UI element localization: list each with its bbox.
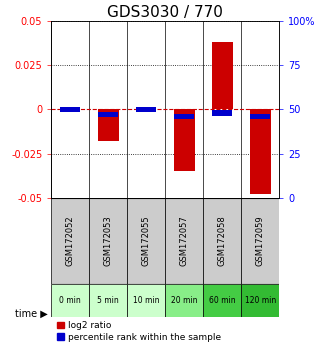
Text: GSM172058: GSM172058 xyxy=(218,215,227,266)
Bar xyxy=(51,284,89,317)
Bar xyxy=(89,284,127,317)
Bar xyxy=(98,109,119,141)
Bar xyxy=(127,284,165,317)
Bar xyxy=(127,198,165,284)
Bar xyxy=(241,284,279,317)
Bar xyxy=(99,112,118,118)
Text: 120 min: 120 min xyxy=(245,296,276,305)
Bar xyxy=(250,114,270,119)
Bar xyxy=(89,198,127,284)
Text: GSM172053: GSM172053 xyxy=(104,215,113,266)
Text: 10 min: 10 min xyxy=(133,296,160,305)
Bar xyxy=(174,109,195,171)
Text: GSM172057: GSM172057 xyxy=(180,215,189,266)
Bar xyxy=(51,198,89,284)
Bar xyxy=(165,284,203,317)
Legend: log2 ratio, percentile rank within the sample: log2 ratio, percentile rank within the s… xyxy=(56,320,221,343)
Bar xyxy=(165,198,203,284)
Text: 0 min: 0 min xyxy=(59,296,81,305)
Text: 60 min: 60 min xyxy=(209,296,236,305)
Bar xyxy=(203,284,241,317)
Bar xyxy=(250,109,271,194)
Text: GSM172055: GSM172055 xyxy=(142,215,151,266)
Bar xyxy=(213,110,232,116)
Bar xyxy=(60,107,80,112)
Bar xyxy=(212,42,233,109)
Bar xyxy=(241,198,279,284)
Bar xyxy=(136,107,156,112)
Title: GDS3030 / 770: GDS3030 / 770 xyxy=(108,5,223,20)
Text: GSM172052: GSM172052 xyxy=(66,215,75,266)
Text: GSM172059: GSM172059 xyxy=(256,215,265,266)
Text: 20 min: 20 min xyxy=(171,296,197,305)
Bar xyxy=(203,198,241,284)
Text: 5 min: 5 min xyxy=(98,296,119,305)
Text: time ▶: time ▶ xyxy=(15,308,48,318)
Bar xyxy=(174,114,194,119)
